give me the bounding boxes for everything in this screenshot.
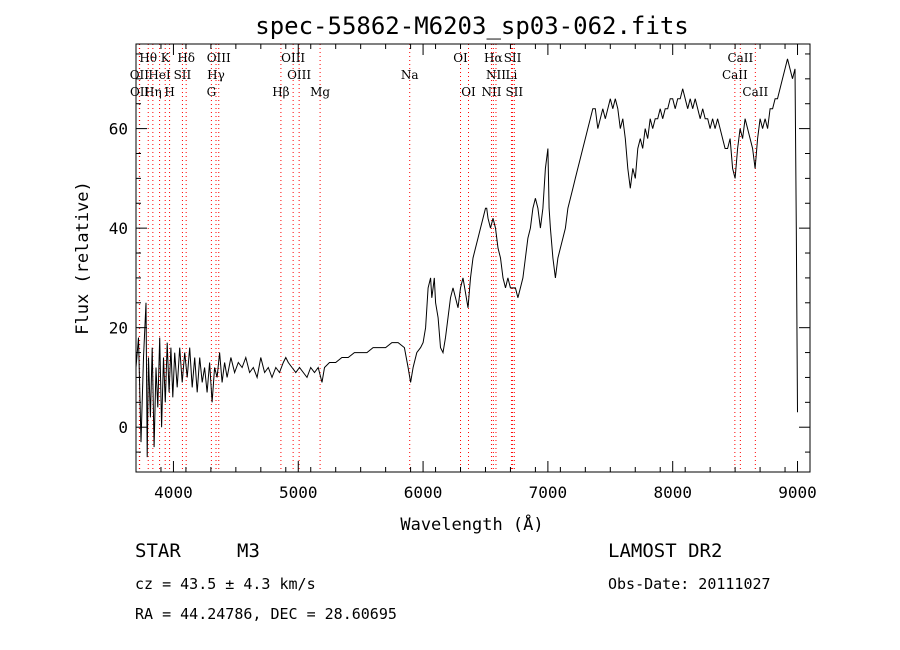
y-tick-label: 60 [109,120,128,139]
line-marker-label: SII [174,68,192,82]
object-type: STAR [135,540,181,562]
plot-frame [135,43,811,473]
x-tick-label: 7000 [529,483,568,502]
line-marker-label: K [161,51,171,65]
coordinates: RA = 44.24786, DEC = 28.60695 [135,605,397,623]
line-marker-label: CaII [742,85,768,99]
line-marker-label: CaII [722,68,748,82]
line-marker-label: OI [461,85,476,99]
x-tick-label: 4000 [154,483,193,502]
line-marker-label: Na [401,68,419,82]
spectral-line-markers [138,44,756,472]
x-axis: 4000 5000 6000 7000 8000 9000 [135,44,817,502]
line-marker-label: Hθ [139,51,157,65]
line-marker-label: SII [505,85,523,99]
line-marker-label: Hβ [272,85,289,99]
line-marker-label: Mg [310,85,330,99]
line-marker-label: OIII [287,68,311,82]
line-marker-label: OI [453,51,468,65]
line-marker-label: Li [506,68,518,82]
line-marker-label: OII [130,68,150,82]
spectrum-line [135,58,798,458]
line-marker-label: NII [486,68,506,82]
line-marker-label: Hα [484,51,503,65]
line-marker-label: OII [130,85,150,99]
x-tick-label: 5000 [279,483,318,502]
y-axis-label: Flux (relative) [73,181,93,335]
line-marker-label: Hδ [177,51,195,65]
redshift-info: cz = 43.5 ± 4.3 km/s [135,575,316,593]
survey-name: LAMOST DR2 [608,540,723,562]
chart-title: spec-55862-M6203_sp03-062.fits [255,12,688,40]
object-subclass: M3 [237,540,260,562]
line-marker-label: H [164,85,174,99]
y-tick-label: 0 [118,418,128,437]
line-marker-label: HeI [148,68,171,82]
x-tick-label: 8000 [653,483,692,502]
line-marker-label: SII [504,51,522,65]
line-marker-label: CaII [727,51,753,65]
line-marker-label: Hγ [207,68,225,82]
y-axis: 0 20 40 60 [109,53,810,453]
x-tick-label: 9000 [778,483,817,502]
line-marker-label: OIII [281,51,305,65]
line-marker-label: G [207,85,217,99]
line-marker-label: OIII [207,51,231,65]
y-tick-label: 20 [109,319,128,338]
line-marker-label: Hη [144,85,162,99]
observation-date: Obs-Date: 20111027 [608,575,771,593]
x-axis-label: Wavelength (Å) [400,513,543,535]
line-marker-label: NII [481,85,501,99]
x-tick-label: 6000 [404,483,443,502]
y-tick-label: 40 [109,219,128,238]
